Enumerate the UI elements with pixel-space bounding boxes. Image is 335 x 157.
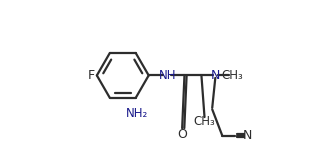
- Text: F: F: [87, 69, 94, 82]
- Text: NH₂: NH₂: [126, 107, 148, 120]
- Text: N: N: [211, 69, 220, 82]
- Text: N: N: [243, 129, 252, 142]
- Text: CH₃: CH₃: [194, 115, 215, 128]
- Text: CH₃: CH₃: [221, 69, 243, 82]
- Text: O: O: [177, 127, 187, 141]
- Text: NH: NH: [159, 69, 176, 82]
